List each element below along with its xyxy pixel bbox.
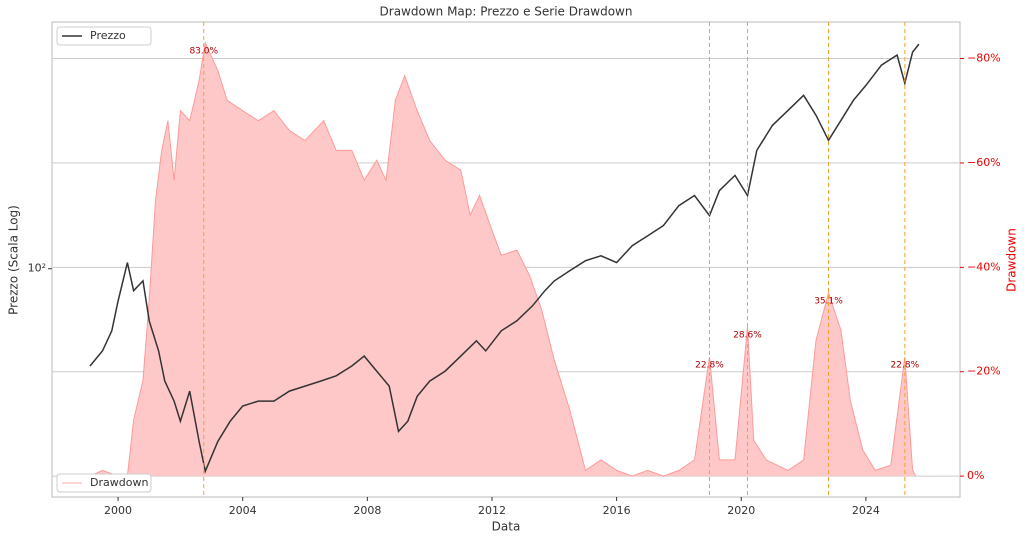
drawdown-line xyxy=(89,41,917,477)
legend-box xyxy=(56,26,152,46)
annotation: 22.8% xyxy=(891,361,920,371)
annotation: 22.8% xyxy=(695,361,724,371)
x-tick-label: 2016 xyxy=(603,504,631,517)
y2-axis-label: Drawdown xyxy=(1005,228,1019,292)
price-line xyxy=(89,43,920,474)
x-tick-label: 2008 xyxy=(353,504,381,517)
y2-tick-label: −20% xyxy=(967,365,1001,378)
x-tick-label: 2012 xyxy=(478,504,506,517)
annotation: 28.6% xyxy=(733,330,762,340)
y-tick-label: 10² xyxy=(28,262,46,275)
x-tick-label: 2024 xyxy=(852,504,880,517)
x-tick-label: 2004 xyxy=(229,504,257,517)
x-tick-label: 2020 xyxy=(727,504,755,517)
x-tick-label: 2000 xyxy=(104,504,132,517)
x-axis-label: Data xyxy=(492,520,521,534)
y2-tick-label: 0% xyxy=(967,469,984,482)
legend: Drawdown xyxy=(56,473,152,493)
y2-tick-label: −60% xyxy=(967,156,1001,169)
legend-label: Prezzo xyxy=(90,29,126,42)
legend: Prezzo xyxy=(56,26,152,46)
y-axis-label: Prezzo (Scala Log) xyxy=(7,205,21,315)
y2-tick-label: −80% xyxy=(967,52,1001,65)
legend-box xyxy=(56,473,152,493)
annotation: 83.0% xyxy=(189,46,218,56)
legend-label: Drawdown xyxy=(90,476,148,489)
annotation: 35.1% xyxy=(814,296,843,306)
chart-title: Drawdown Map: Prezzo e Serie Drawdown xyxy=(380,5,633,19)
y2-tick-label: −40% xyxy=(967,260,1001,273)
